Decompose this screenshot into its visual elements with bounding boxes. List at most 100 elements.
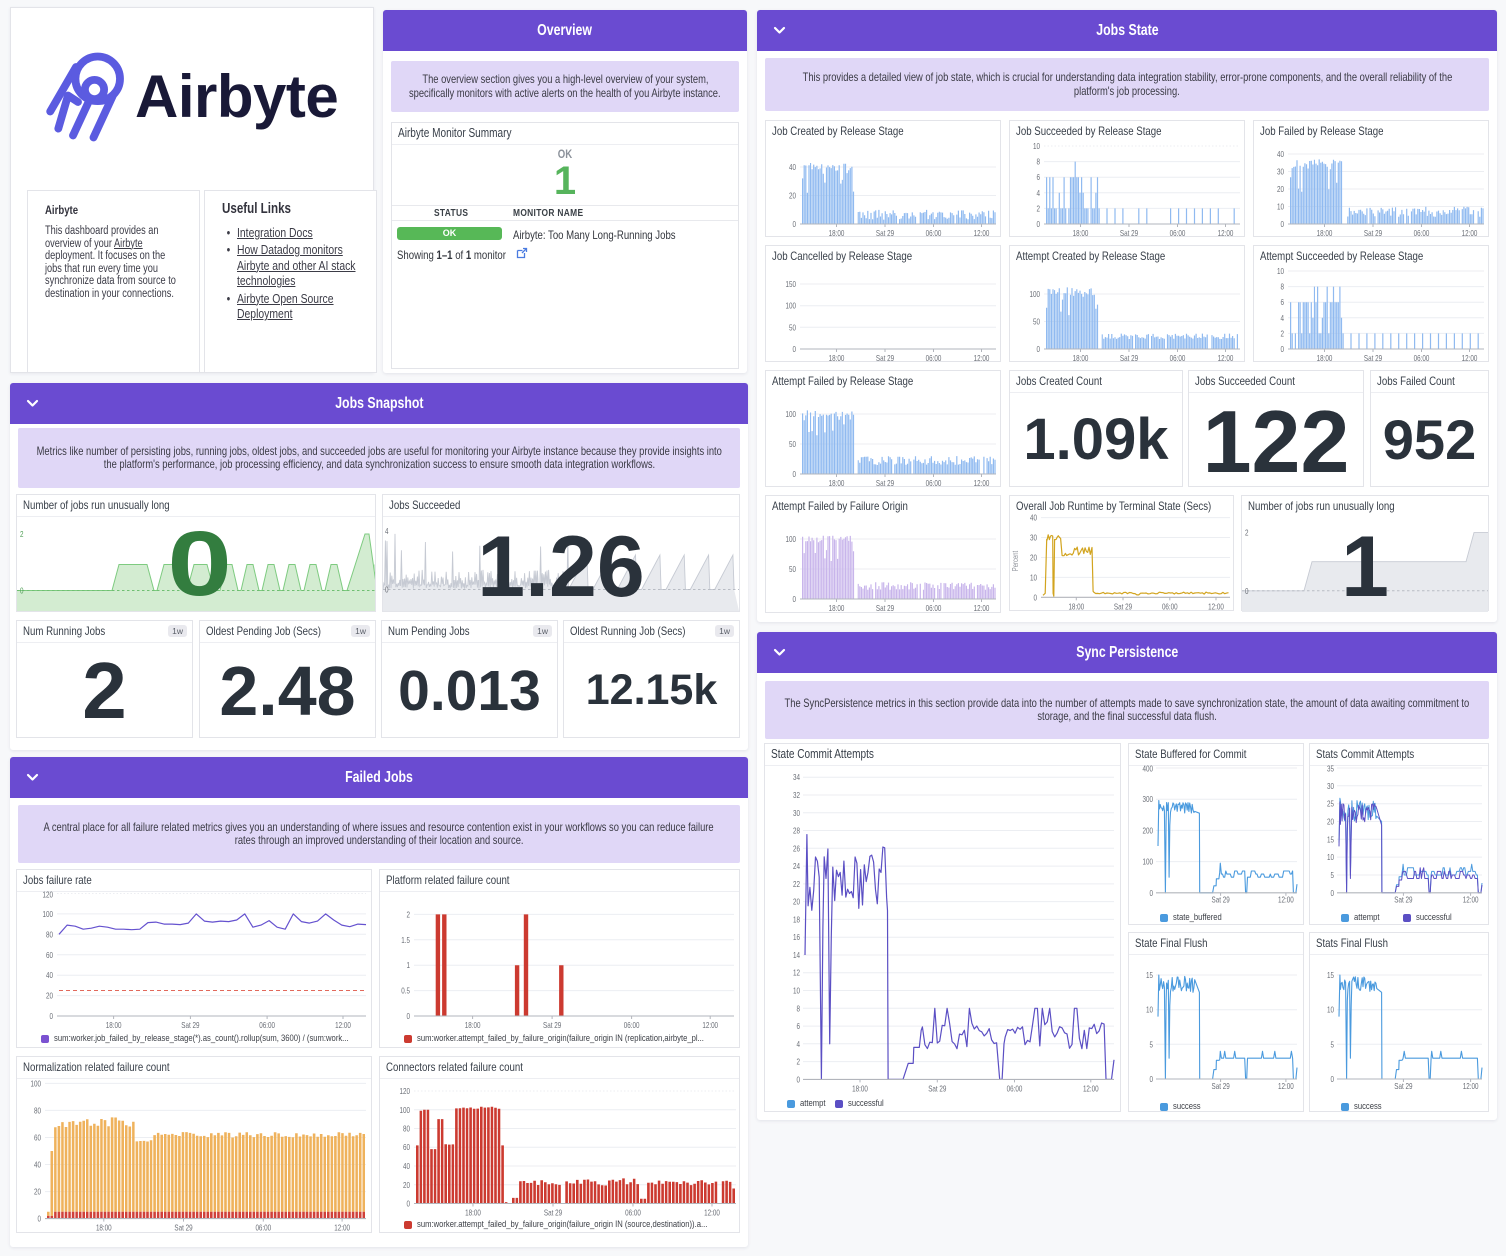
svg-text:0: 0 — [797, 1074, 801, 1084]
svg-text:Sat 29: Sat 29 — [1212, 1081, 1230, 1091]
svg-text:12:00: 12:00 — [1462, 228, 1478, 238]
svg-text:06:00: 06:00 — [259, 1020, 275, 1030]
svg-text:10: 10 — [1030, 572, 1037, 582]
svg-text:120: 120 — [43, 891, 54, 900]
svg-text:50: 50 — [789, 564, 796, 574]
svg-text:2: 2 — [1245, 528, 1249, 538]
svg-text:0: 0 — [1037, 219, 1041, 229]
svg-text:Sat 29: Sat 29 — [544, 1208, 562, 1218]
svg-text:Sat 29: Sat 29 — [1394, 1081, 1412, 1091]
svg-text:8: 8 — [1037, 157, 1041, 167]
svg-text:18:00: 18:00 — [96, 1223, 112, 1233]
svg-text:16: 16 — [793, 932, 800, 942]
svg-text:24: 24 — [793, 861, 800, 871]
svg-text:0: 0 — [1281, 219, 1285, 229]
svg-text:300: 300 — [1143, 794, 1154, 804]
svg-text:12:00: 12:00 — [1463, 895, 1479, 905]
svg-text:Sat 29: Sat 29 — [181, 1020, 199, 1030]
svg-text:0: 0 — [793, 344, 797, 354]
svg-text:10: 10 — [1033, 141, 1040, 151]
svg-text:06:00: 06:00 — [1414, 353, 1430, 363]
svg-text:Sat 29: Sat 29 — [876, 353, 894, 363]
svg-text:Sat 29: Sat 29 — [1120, 353, 1138, 363]
svg-text:12: 12 — [793, 968, 800, 978]
svg-text:12:00: 12:00 — [974, 478, 990, 488]
svg-text:4: 4 — [385, 526, 389, 536]
svg-text:12:00: 12:00 — [974, 353, 990, 363]
svg-text:6: 6 — [1281, 297, 1285, 307]
svg-text:4: 4 — [1281, 313, 1285, 323]
svg-text:0: 0 — [1331, 888, 1335, 898]
svg-text:5: 5 — [1150, 1039, 1154, 1049]
svg-text:12:00: 12:00 — [1218, 228, 1234, 238]
svg-text:18: 18 — [793, 914, 800, 924]
svg-text:0: 0 — [793, 594, 797, 604]
svg-text:40: 40 — [46, 970, 53, 980]
svg-text:10: 10 — [1327, 1005, 1334, 1015]
svg-text:0: 0 — [1034, 592, 1038, 602]
svg-text:18:00: 18:00 — [1073, 353, 1089, 363]
svg-text:12:00: 12:00 — [974, 228, 990, 238]
svg-text:20: 20 — [1277, 184, 1284, 194]
svg-text:50: 50 — [789, 322, 796, 332]
svg-text:6: 6 — [1037, 172, 1041, 182]
svg-text:18:00: 18:00 — [829, 228, 845, 238]
svg-text:18:00: 18:00 — [852, 1083, 868, 1093]
svg-text:40: 40 — [403, 1161, 410, 1171]
svg-text:5: 5 — [1331, 1039, 1335, 1049]
svg-text:20: 20 — [793, 897, 800, 907]
svg-text:18:00: 18:00 — [465, 1208, 481, 1218]
svg-text:14: 14 — [793, 950, 800, 960]
svg-text:2: 2 — [797, 1057, 801, 1067]
svg-text:50: 50 — [789, 439, 796, 449]
svg-text:18:00: 18:00 — [829, 478, 845, 488]
svg-text:1: 1 — [407, 960, 411, 970]
svg-text:12:00: 12:00 — [1218, 353, 1234, 363]
svg-text:0: 0 — [20, 586, 24, 596]
svg-text:100: 100 — [31, 1078, 42, 1088]
svg-text:80: 80 — [34, 1105, 41, 1115]
svg-text:18:00: 18:00 — [106, 1020, 122, 1030]
svg-text:Sat 29: Sat 29 — [543, 1020, 561, 1030]
svg-text:0: 0 — [1150, 888, 1154, 898]
svg-text:4: 4 — [797, 1039, 801, 1049]
svg-text:0: 0 — [793, 219, 797, 229]
svg-text:1.5: 1.5 — [401, 935, 410, 945]
svg-text:25: 25 — [1327, 799, 1334, 809]
svg-text:26: 26 — [793, 843, 800, 853]
svg-text:Sat 29: Sat 29 — [876, 228, 894, 238]
svg-text:Sat 29: Sat 29 — [876, 603, 894, 613]
svg-text:20: 20 — [403, 1180, 410, 1190]
svg-text:06:00: 06:00 — [255, 1223, 271, 1233]
svg-text:0: 0 — [1150, 1074, 1154, 1084]
svg-text:12:00: 12:00 — [334, 1223, 350, 1233]
svg-text:18:00: 18:00 — [1073, 228, 1089, 238]
svg-text:120: 120 — [400, 1086, 411, 1096]
svg-text:0: 0 — [1281, 344, 1285, 354]
svg-text:20: 20 — [789, 191, 796, 201]
svg-text:10: 10 — [1277, 266, 1284, 276]
svg-text:0: 0 — [50, 1011, 54, 1021]
svg-text:0: 0 — [385, 585, 389, 595]
svg-text:Sat 29: Sat 29 — [174, 1223, 192, 1233]
svg-text:5: 5 — [1331, 870, 1335, 880]
svg-text:32: 32 — [793, 790, 800, 800]
svg-text:80: 80 — [46, 929, 53, 939]
svg-text:0: 0 — [38, 1214, 42, 1224]
svg-text:20: 20 — [1327, 817, 1334, 827]
svg-text:12:00: 12:00 — [1278, 1081, 1294, 1091]
svg-text:22: 22 — [793, 879, 800, 889]
svg-text:150: 150 — [786, 279, 797, 289]
svg-text:15: 15 — [1327, 834, 1334, 844]
svg-text:40: 40 — [1030, 513, 1037, 523]
svg-text:2: 2 — [1037, 203, 1041, 213]
svg-text:Sat 29: Sat 29 — [1394, 895, 1412, 905]
svg-text:06:00: 06:00 — [624, 1020, 640, 1030]
svg-text:40: 40 — [1277, 149, 1284, 159]
svg-text:30: 30 — [1277, 167, 1284, 177]
svg-text:Sat 29: Sat 29 — [876, 478, 894, 488]
svg-text:06:00: 06:00 — [1170, 228, 1186, 238]
svg-text:Sat 29: Sat 29 — [1114, 601, 1132, 611]
svg-text:12:00: 12:00 — [1278, 895, 1294, 905]
svg-text:20: 20 — [34, 1187, 41, 1197]
